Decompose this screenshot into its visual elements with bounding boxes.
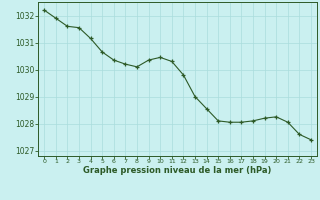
X-axis label: Graphe pression niveau de la mer (hPa): Graphe pression niveau de la mer (hPa) xyxy=(84,166,272,175)
